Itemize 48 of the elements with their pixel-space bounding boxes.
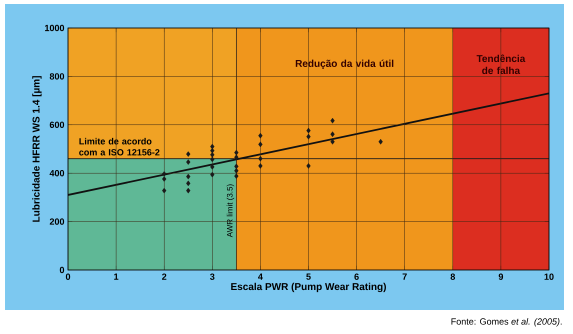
x-tick-label: 1 <box>114 274 118 280</box>
point <box>186 180 190 186</box>
x-tick-label: 8 <box>450 274 456 280</box>
x-tick-label: 9 <box>498 274 504 280</box>
x-tick-label: 5 <box>306 274 311 280</box>
y-tick-label: 200 <box>50 218 64 225</box>
ref-line-label: Limite de acordo com a ISO 12156-2 <box>79 138 160 156</box>
ref-line-label: AWR limit (3.5) <box>226 184 234 238</box>
point <box>186 188 190 194</box>
point <box>234 173 239 179</box>
point <box>306 134 311 140</box>
point <box>210 144 214 150</box>
point <box>162 188 166 194</box>
point <box>162 171 166 177</box>
point <box>210 172 214 178</box>
x-tick-label: 4 <box>258 274 263 280</box>
x-tick-label: 7 <box>402 274 407 280</box>
point <box>210 164 214 170</box>
y-axis-title: Lubricidade HFRR WS 1.4 [µm] <box>32 76 42 222</box>
point <box>330 131 335 138</box>
point <box>330 118 335 124</box>
x-tick-label: 0 <box>66 274 70 280</box>
point <box>306 128 311 134</box>
x-tick-label: 3 <box>210 274 214 280</box>
source-note: Fonte: Gomes et al. (2005). <box>451 318 562 326</box>
point <box>186 151 190 157</box>
point <box>210 152 214 158</box>
x-axis-title: Escala PWR (Pump Wear Rating) <box>231 282 386 292</box>
y-tick-label: 1000 <box>45 24 64 32</box>
y-tick-label: 600 <box>50 122 64 128</box>
point <box>306 163 311 169</box>
x-tick-label: 6 <box>354 274 359 280</box>
point <box>234 154 239 160</box>
y-tick-label: 400 <box>50 170 64 176</box>
y-tick-label: 800 <box>50 73 64 80</box>
y-tick-label: 0 <box>60 266 64 274</box>
point <box>186 159 190 165</box>
point <box>258 132 263 138</box>
x-tick-label: 10 <box>544 274 554 280</box>
point <box>234 150 239 156</box>
point <box>186 174 190 180</box>
point <box>258 163 263 169</box>
point <box>258 156 263 162</box>
point <box>162 176 166 182</box>
point <box>234 164 239 170</box>
point <box>210 156 214 162</box>
point <box>258 142 263 148</box>
x-tick-label: 2 <box>162 274 166 280</box>
